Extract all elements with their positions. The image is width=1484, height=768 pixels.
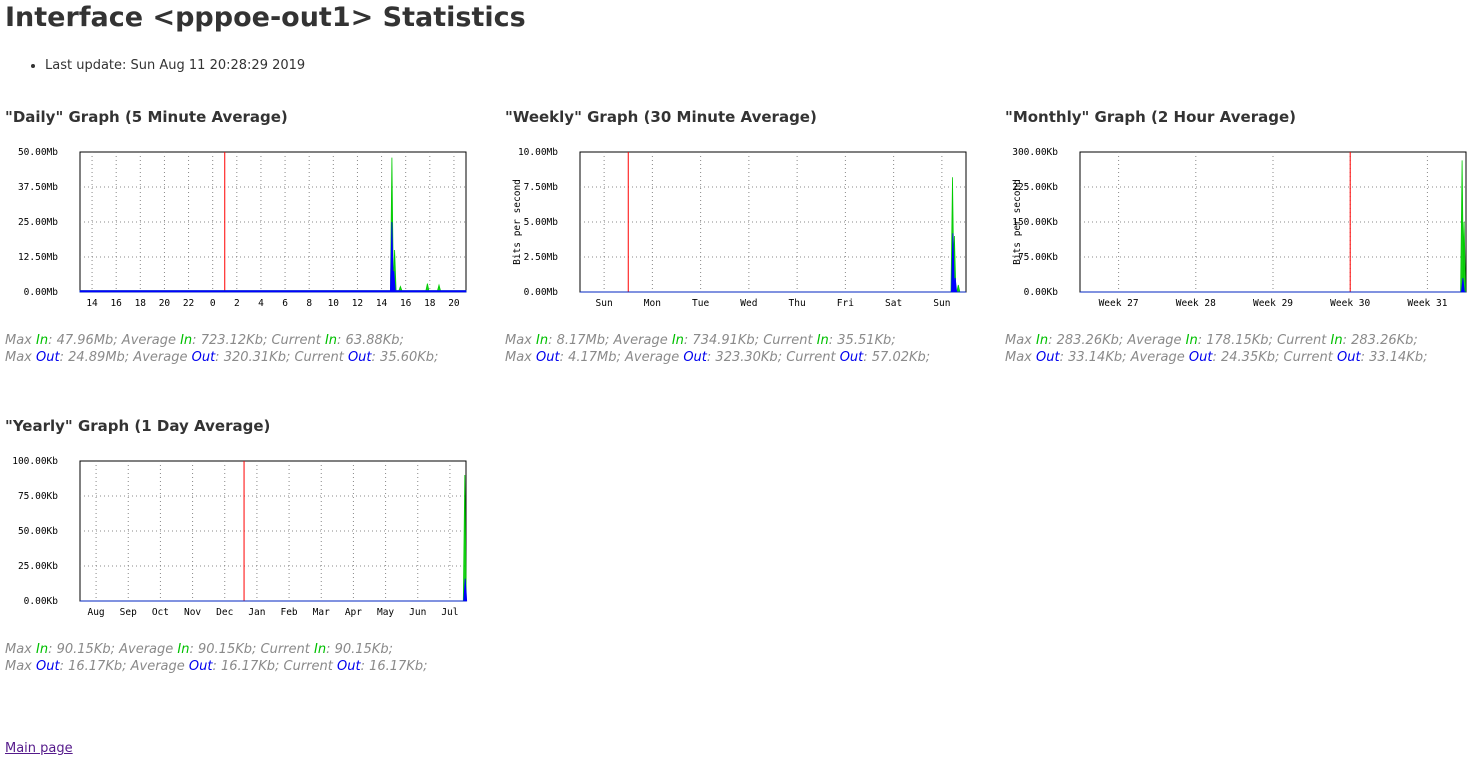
daily-xtick-label: 0 (210, 298, 216, 309)
yearly-xtick-label: Apr (345, 607, 362, 618)
weekly-xtick-label: Sun (596, 298, 613, 309)
yearly-graph: 0.00Kb 25.00Kb 50.00Kb 75.00Kb 100.00Kb Aug Se… (12, 456, 468, 618)
weekly-xtick-label: Tue (692, 298, 709, 309)
weekly-ytick-label: 2.50Mb (524, 252, 559, 263)
daily-ytick-label: 37.50Mb (18, 182, 58, 193)
weekly-ytick-label: 5.00Mb (524, 217, 559, 228)
daily-xtick-label: 16 (400, 298, 412, 309)
daily-xtick-label: 6 (282, 298, 288, 309)
daily-ytick-label: 12.50Mb (18, 252, 58, 263)
daily-ytick-label: 25.00Mb (18, 217, 58, 228)
monthly-xtick-label: Week 27 (1099, 298, 1139, 309)
yearly-ytick-label: 100.00Kb (12, 456, 58, 467)
yearly-xtick-label: Jun (409, 607, 426, 618)
daily-stats: Max In: 47.96Mb; Average In: 723.12Kb; C… (5, 332, 485, 366)
weekly-ylabel: Bits per second (512, 179, 523, 265)
weekly-xtick-label: Sun (933, 298, 950, 309)
yearly-stats-out: Max Out: 16.17Kb; Average Out: 16.17Kb; … (5, 659, 428, 674)
daily-xtick-label: 10 (328, 298, 340, 309)
last-update: Last update: Sun Aug 11 20:28:29 2019 (45, 58, 305, 73)
weekly-stats: Max In: 8.17Mb; Average In: 734.91Kb; Cu… (505, 332, 985, 366)
page-title: Interface <pppoe-out1> Statistics (5, 2, 526, 33)
monthly-ytick-label: 150.00Kb (1012, 217, 1058, 228)
daily-xtick-label: 14 (376, 298, 388, 309)
weekly-graph-title: "Weekly" Graph (30 Minute Average) (505, 108, 817, 126)
weekly-xtick-label: Wed (740, 298, 757, 309)
yearly-ytick-label: 25.00Kb (18, 561, 58, 572)
weekly-xtick-label: Thu (789, 298, 806, 309)
yearly-graph-title: "Yearly" Graph (1 Day Average) (5, 417, 271, 435)
daily-xtick-label: 4 (258, 298, 264, 309)
monthly-stats: Max In: 283.26Kb; Average In: 178.15Kb; … (1005, 332, 1484, 366)
monthly-xtick-label: Week 29 (1253, 298, 1293, 309)
yearly-ytick-label: 75.00Kb (18, 491, 58, 502)
daily-xtick-label: 12 (352, 298, 363, 309)
yearly-xtick-label: Mar (313, 607, 330, 618)
daily-series-in (79, 157, 467, 293)
daily-graph: 0.00Mb 12.50Mb 25.00Mb 37.50Mb 50.00Mb 14 16 18… (18, 147, 467, 309)
yearly-xtick-label: Sep (120, 607, 137, 618)
yearly-graph-block: "Yearly" Graph (1 Day Average) 0.00Kb 25.… (5, 417, 485, 675)
monthly-graph-title: "Monthly" Graph (2 Hour Average) (1005, 108, 1296, 126)
monthly-ytick-label: 225.00Kb (1012, 182, 1058, 193)
weekly-stats-out: Max Out: 4.17Mb; Average Out: 323.30Kb; … (505, 350, 931, 365)
main-page-link[interactable]: Main page (5, 741, 73, 756)
yearly-xtick-label: Aug (87, 607, 104, 618)
weekly-graph-block: "Weekly" Graph (30 Minute Average) 0.00M… (505, 108, 985, 366)
yearly-xtick-label: Oct (152, 607, 169, 618)
weekly-xtick-label: Mon (644, 298, 661, 309)
monthly-stats-out: Max Out: 33.14Kb; Average Out: 24.35Kb; … (1005, 350, 1428, 365)
monthly-stats-in: Max In: 283.26Kb; Average In: 178.15Kb; … (1005, 333, 1418, 348)
daily-xtick-label: 16 (110, 298, 122, 309)
daily-xtick-label: 20 (159, 298, 171, 309)
yearly-xtick-label: May (377, 607, 394, 618)
weekly-ytick-label: 10.00Mb (518, 147, 558, 158)
weekly-xtick-label: Sat (885, 298, 902, 309)
yearly-xtick-label: Jan (248, 607, 265, 618)
daily-series-out (79, 221, 467, 293)
daily-ytick-label: 0.00Mb (24, 287, 59, 298)
daily-xtick-label: 8 (306, 298, 312, 309)
weekly-stats-in: Max In: 8.17Mb; Average In: 734.91Kb; Cu… (505, 333, 896, 348)
monthly-ytick-label: 0.00Kb (1024, 287, 1059, 298)
daily-xtick-label: 22 (183, 298, 194, 309)
monthly-graph: 0.00Kb 75.00Kb 150.00Kb 225.00Kb 300.00Kb Bit… (1012, 147, 1467, 309)
monthly-graph-block: "Monthly" Graph (2 Hour Average) 0.00Kb 7… (1005, 108, 1484, 366)
yearly-stats-in: Max In: 90.15Kb; Average In: 90.15Kb; Cu… (5, 642, 393, 657)
daily-xtick-label: 20 (448, 298, 460, 309)
daily-ytick-label: 50.00Mb (18, 147, 58, 158)
yearly-stats: Max In: 90.15Kb; Average In: 90.15Kb; Cu… (5, 641, 485, 675)
update-list: Last update: Sun Aug 11 20:28:29 2019 (0, 58, 305, 73)
yearly-xtick-label: Dec (216, 607, 233, 618)
daily-stats-out: Max Out: 24.89Mb; Average Out: 320.31Kb;… (5, 350, 439, 365)
monthly-xtick-label: Week 28 (1176, 298, 1216, 309)
monthly-xtick-label: Week 31 (1407, 298, 1447, 309)
yearly-xtick-label: Nov (184, 607, 201, 618)
yearly-series-out (80, 578, 468, 602)
weekly-ytick-label: 0.00Mb (524, 287, 559, 298)
weekly-series-out (580, 233, 966, 293)
daily-xtick-label: 14 (86, 298, 98, 309)
daily-xtick-label: 18 (135, 298, 147, 309)
daily-graph-block: "Daily" Graph (5 Minute Average) 0.00Mb 1… (5, 108, 485, 366)
yearly-xtick-label: Feb (280, 607, 297, 618)
monthly-ytick-label: 75.00Kb (1018, 252, 1058, 263)
monthly-ytick-label: 300.00Kb (1012, 147, 1058, 158)
monthly-xtick-label: Week 30 (1330, 298, 1370, 309)
weekly-xtick-label: Fri (837, 298, 854, 309)
daily-graph-title: "Daily" Graph (5 Minute Average) (5, 108, 288, 126)
daily-stats-in: Max In: 47.96Mb; Average In: 723.12Kb; C… (5, 333, 404, 348)
weekly-graph: 0.00Mb 2.50Mb 5.00Mb 7.50Mb 10.00Mb Bits per … (512, 147, 967, 309)
yearly-ytick-label: 50.00Kb (18, 526, 58, 537)
daily-xtick-label: 2 (234, 298, 240, 309)
yearly-xtick-label: Jul (441, 607, 458, 618)
monthly-series-out (1080, 277, 1466, 293)
yearly-ytick-label: 0.00Kb (24, 596, 59, 607)
daily-xtick-label: 18 (424, 298, 436, 309)
weekly-ytick-label: 7.50Mb (524, 182, 559, 193)
monthly-ylabel: Bits per second (1012, 179, 1023, 265)
